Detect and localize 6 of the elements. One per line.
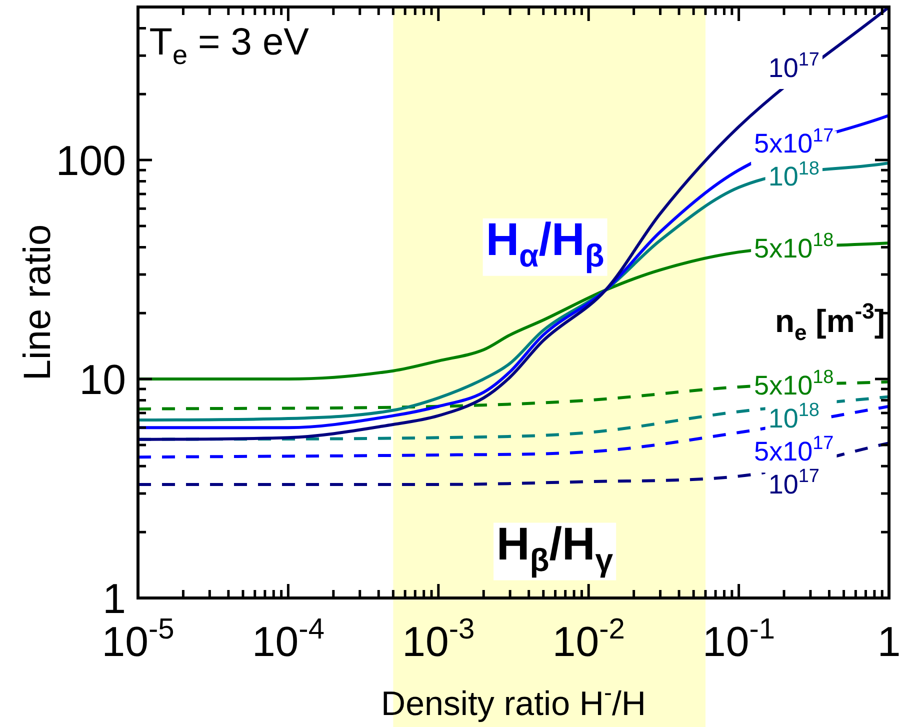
x-axis-title: Density ratio H-/H <box>381 680 646 723</box>
y-tick-label: 100 <box>56 137 126 184</box>
y-axis-title: Line ratio <box>17 224 59 381</box>
y-tick-label: 10 <box>79 356 126 404</box>
y-tick-label: 1 <box>102 575 126 622</box>
x-tick-label: 1 <box>877 618 901 665</box>
